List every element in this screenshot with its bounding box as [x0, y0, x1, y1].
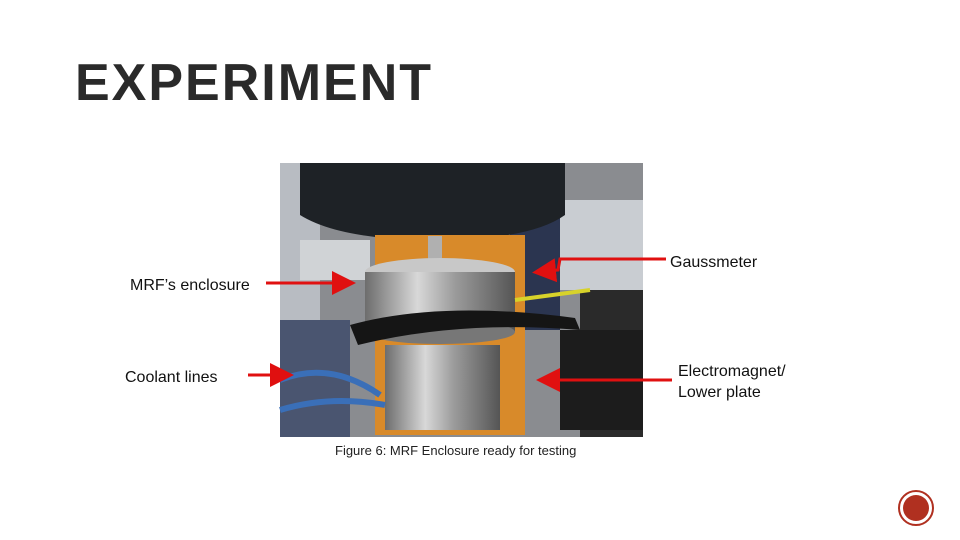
- label-enclosure: MRF’s enclosure: [130, 277, 250, 294]
- label-electromagnet: Electromagnet/: [678, 363, 786, 380]
- photo: [278, 163, 643, 437]
- page-badge: [898, 490, 934, 526]
- figure-caption: Figure 6: MRF Enclosure ready for testin…: [335, 443, 576, 458]
- arrow: [532, 257, 666, 283]
- page-badge-fill: [903, 495, 929, 521]
- label-electromagnet: Lower plate: [678, 384, 761, 401]
- label-coolant: Coolant lines: [125, 369, 218, 386]
- slide-title: EXPERIMENT: [75, 54, 433, 112]
- label-gaussmeter: Gaussmeter: [670, 254, 758, 271]
